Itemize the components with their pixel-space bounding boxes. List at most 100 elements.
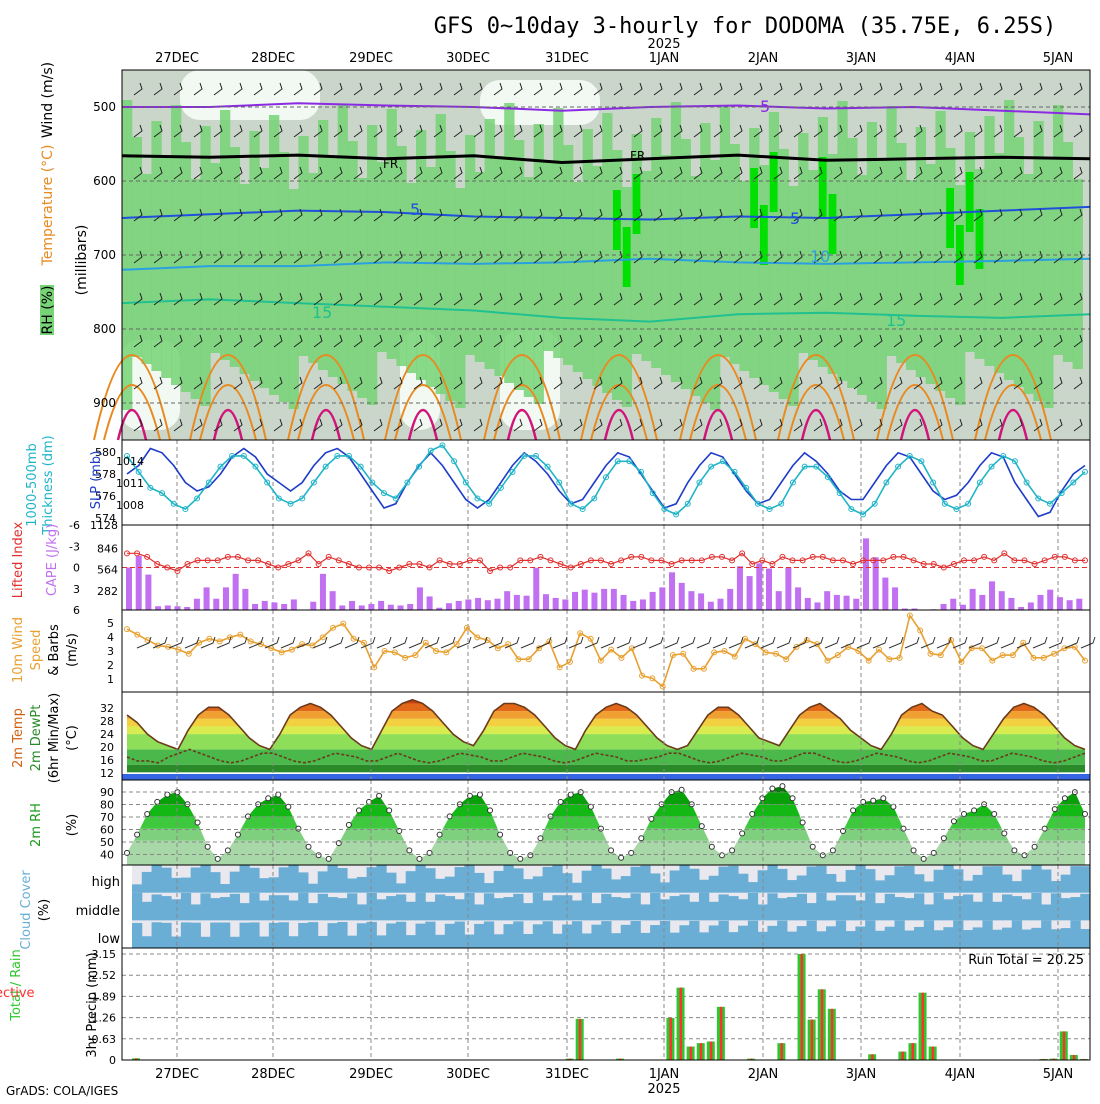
wind-barb xyxy=(133,418,143,432)
wind-barb xyxy=(573,292,583,306)
rh-point xyxy=(446,813,453,820)
cloud-low-cell xyxy=(171,936,182,948)
wind-barb xyxy=(693,292,703,306)
cloud-high-cell xyxy=(982,866,993,893)
contour-label: FR xyxy=(383,157,398,171)
precip-convective-bar xyxy=(719,1006,723,1060)
thickness-tick: 576 xyxy=(95,490,116,503)
cloud-high-cell xyxy=(278,867,289,893)
wind-barb xyxy=(953,334,963,348)
rh-dry-pocket xyxy=(240,80,320,120)
wind-barb xyxy=(873,334,883,348)
thickness-label-1: 1000-500mb xyxy=(25,443,40,527)
rh-point xyxy=(285,803,292,810)
cloud-low-cell xyxy=(200,936,211,948)
cloud-high-cell xyxy=(454,867,465,893)
thickness-series-point xyxy=(766,506,773,513)
cape-bar xyxy=(610,588,617,610)
cape-tick: 1128 xyxy=(90,519,118,532)
cloud-middle-cell xyxy=(874,903,886,921)
rh-point xyxy=(154,798,161,805)
cloud-high-cell xyxy=(728,865,739,893)
cloud-high-cell xyxy=(816,865,827,893)
wind-barb xyxy=(793,208,803,222)
cloud-middle-cell xyxy=(640,904,651,921)
wind-barb xyxy=(913,418,923,432)
thickness-series-point xyxy=(1023,479,1030,486)
cloud-high-cell xyxy=(444,876,456,893)
wind-barb xyxy=(313,334,323,348)
rh-point xyxy=(739,830,746,837)
wind-barb xyxy=(513,376,523,390)
cloud-middle-cell xyxy=(816,892,827,921)
cloud-low-cell xyxy=(532,924,544,948)
wind-barb xyxy=(573,418,583,432)
wind-barb xyxy=(393,82,403,96)
wind-barb-10m xyxy=(168,636,184,649)
wind-barb xyxy=(613,166,623,180)
wind-barb xyxy=(953,250,963,264)
cloud-middle-cell xyxy=(171,899,182,921)
cape-bar xyxy=(775,591,782,610)
cloud-low-cell xyxy=(894,920,905,948)
wind-barb xyxy=(1013,418,1023,432)
isotherm-line xyxy=(121,257,1091,271)
wind-barb xyxy=(233,418,243,432)
cloud-low-cell xyxy=(1070,920,1081,948)
cloud-high-cell xyxy=(894,866,905,893)
precip-convective-bar xyxy=(699,1043,703,1060)
wind-barb xyxy=(493,250,503,264)
rh-point xyxy=(789,795,796,802)
thickness-series-point xyxy=(719,458,726,465)
cloud-middle-cell xyxy=(933,892,944,921)
cloud-high-cell xyxy=(317,871,329,893)
wind-speed-series-point xyxy=(494,645,501,652)
rh-tick: 40 xyxy=(100,849,114,862)
cape-bar xyxy=(649,591,656,610)
cape-bar xyxy=(387,604,394,610)
wind-barb-10m xyxy=(872,636,888,649)
cape-bar xyxy=(591,592,598,610)
wind-barb-10m xyxy=(488,636,504,649)
bottom-date-label: 2JAN xyxy=(748,1067,779,1082)
temp-band xyxy=(127,699,1085,704)
wind-barb-10m xyxy=(552,636,568,649)
cape-bar xyxy=(484,600,491,610)
wind-barb xyxy=(973,250,983,264)
cape-bar xyxy=(271,602,278,610)
wind-barb xyxy=(833,376,843,390)
cloud-high-cell xyxy=(307,883,319,893)
cape-tick: 846 xyxy=(97,542,118,555)
wind-barb xyxy=(433,376,443,390)
isotherm-line xyxy=(122,102,1091,116)
wind-barb xyxy=(633,124,643,138)
wind-barb xyxy=(473,166,483,180)
thickness-series-point xyxy=(474,495,481,502)
thickness-series-point xyxy=(918,458,925,465)
cloud-middle-cell xyxy=(777,898,788,921)
cloud-low-cell xyxy=(1021,929,1032,948)
isotherm-25-loop xyxy=(297,384,355,441)
cloud-high-cell xyxy=(650,873,661,893)
wind-barb xyxy=(233,250,243,264)
cape-bar xyxy=(494,598,501,610)
wind-speed-series-point xyxy=(556,664,563,671)
thickness-tick: 580 xyxy=(95,446,116,459)
wind-barb xyxy=(913,292,923,306)
li-point xyxy=(769,560,776,567)
isotherm-20-loop xyxy=(580,354,658,441)
thickness-series-point xyxy=(988,463,995,470)
wind-barb xyxy=(893,376,903,390)
wind-barb xyxy=(993,376,1003,390)
cape-bar xyxy=(465,599,472,610)
wind-barb xyxy=(273,208,283,222)
cloud-high-cell xyxy=(826,873,837,893)
wind-barb xyxy=(453,334,463,348)
top-date-label: 30DEC xyxy=(446,51,490,66)
rh-point xyxy=(557,798,564,805)
wind-barb xyxy=(813,124,823,138)
bottom-date-label: 3JAN xyxy=(846,1067,877,1082)
wind-barb xyxy=(973,292,983,306)
wind-barb xyxy=(913,208,923,222)
cloud-middle-cell xyxy=(738,899,749,921)
